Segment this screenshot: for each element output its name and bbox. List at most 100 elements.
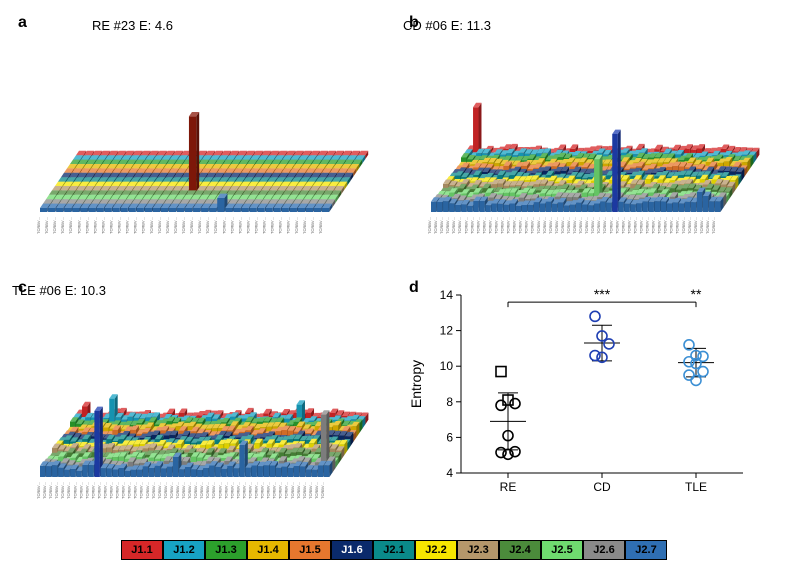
svg-text:TCRBV…: TCRBV… <box>614 216 619 234</box>
svg-text:TCRBV…: TCRBV… <box>133 216 138 234</box>
panel-c-title: TLE #06 E: 10.3 <box>12 283 106 298</box>
legend-swatch-J2-4: J2.4 <box>499 540 541 560</box>
svg-text:TCRBV…: TCRBV… <box>141 216 146 234</box>
svg-text:TCRBV…: TCRBV… <box>270 216 275 234</box>
svg-text:TCRBV…: TCRBV… <box>632 216 637 234</box>
svg-text:TCRBV…: TCRBV… <box>52 216 57 234</box>
svg-text:TCRBV…: TCRBV… <box>651 216 656 234</box>
svg-text:TCRBV…: TCRBV… <box>92 216 97 234</box>
svg-text:TCRBV…: TCRBV… <box>687 216 692 234</box>
chart3d-c: TCRBV…TCRBV…TCRBV…TCRBV…TCRBV…TCRBV…TCRB… <box>12 277 372 507</box>
legend-swatch-J1-3: J1.3 <box>205 540 247 560</box>
svg-text:TCRBV…: TCRBV… <box>596 216 601 234</box>
svg-text:TCRBV…: TCRBV… <box>675 216 680 234</box>
panel-b: b CD #06 E: 11.3 TCRBV…TCRBV…TCRBV…TCRBV… <box>403 12 776 269</box>
svg-text:TCRBV…: TCRBV… <box>84 216 89 234</box>
svg-text:TCRBV…: TCRBV… <box>44 216 49 234</box>
legend-swatch-J2-1: J2.1 <box>373 540 415 560</box>
svg-text:TCRBV…: TCRBV… <box>245 216 250 234</box>
svg-text:TCRBV…: TCRBV… <box>548 216 553 234</box>
svg-text:TCRBV…: TCRBV… <box>302 216 307 234</box>
panel-b-title: CD #06 E: 11.3 <box>403 18 491 33</box>
svg-text:TCRBV…: TCRBV… <box>439 216 444 234</box>
svg-text:TCRBV…: TCRBV… <box>530 216 535 234</box>
svg-text:TCRBV…: TCRBV… <box>518 216 523 234</box>
svg-text:TCRBV…: TCRBV… <box>157 216 162 234</box>
svg-text:TCRBV…: TCRBV… <box>500 216 505 234</box>
svg-text:TCRBV…: TCRBV… <box>560 216 565 234</box>
svg-text:TCRBV…: TCRBV… <box>638 216 643 234</box>
svg-text:TCRBV…: TCRBV… <box>237 216 242 234</box>
panel-d: d 468101214EntropyRECDTLE***** <box>403 277 776 534</box>
j-legend: J1.1J1.2J1.3J1.4J1.5J1.6J2.1J2.2J2.3J2.4… <box>12 540 776 560</box>
svg-text:TCRBV…: TCRBV… <box>205 216 210 234</box>
panel-c: c TLE #06 E: 10.3 TCRBV…TCRBV…TCRBV…TCRB… <box>12 277 385 534</box>
svg-text:TCRBV…: TCRBV… <box>100 216 105 234</box>
svg-text:TCRBV…: TCRBV… <box>229 216 234 234</box>
legend-swatch-J2-3: J2.3 <box>457 540 499 560</box>
svg-text:TCRBV…: TCRBV… <box>524 216 529 234</box>
svg-text:TCRBV…: TCRBV… <box>608 216 613 234</box>
svg-text:TCRBV…: TCRBV… <box>181 216 186 234</box>
svg-text:TCRBV…: TCRBV… <box>512 216 517 234</box>
svg-text:TCRBV…: TCRBV… <box>451 216 456 234</box>
svg-text:TCRBV…: TCRBV… <box>165 216 170 234</box>
svg-text:TCRBV…: TCRBV… <box>663 216 668 234</box>
panel-a-title: RE #23 E: 4.6 <box>92 18 173 33</box>
svg-text:TCRBV…: TCRBV… <box>693 216 698 234</box>
svg-text:TCRBV…: TCRBV… <box>578 216 583 234</box>
svg-text:TCRBV…: TCRBV… <box>278 216 283 234</box>
svg-text:TCRBV…: TCRBV… <box>457 216 462 234</box>
svg-text:TCRBV…: TCRBV… <box>149 216 154 234</box>
legend-swatch-J1-6: J1.6 <box>331 540 373 560</box>
svg-text:TCRBV…: TCRBV… <box>481 216 486 234</box>
svg-text:TCRBV…: TCRBV… <box>602 216 607 234</box>
svg-text:TCRBV…: TCRBV… <box>433 216 438 234</box>
scatter-d: 468101214EntropyRECDTLE***** <box>403 277 763 507</box>
svg-text:TCRBV…: TCRBV… <box>469 216 474 234</box>
svg-text:TCRBV…: TCRBV… <box>536 216 541 234</box>
svg-text:TCRBV…: TCRBV… <box>657 216 662 234</box>
svg-text:TCRBV…: TCRBV… <box>286 216 291 234</box>
svg-text:TCRBV…: TCRBV… <box>76 216 81 234</box>
svg-text:TCRBV…: TCRBV… <box>626 216 631 234</box>
svg-text:TCRBV…: TCRBV… <box>262 216 267 234</box>
legend-swatch-J1-5: J1.5 <box>289 540 331 560</box>
legend-swatch-J2-6: J2.6 <box>583 540 625 560</box>
svg-text:TCRBV…: TCRBV… <box>254 216 259 234</box>
svg-text:TCRBV…: TCRBV… <box>310 216 315 234</box>
svg-text:TCRBV…: TCRBV… <box>566 216 571 234</box>
panel-a-label: a <box>18 14 27 32</box>
svg-text:TCRBV…: TCRBV… <box>213 216 218 234</box>
svg-text:TCRBV…: TCRBV… <box>487 216 492 234</box>
svg-text:TCRBV…: TCRBV… <box>506 216 511 234</box>
svg-text:TCRBV…: TCRBV… <box>705 216 710 234</box>
panel-d-label: d <box>409 279 419 297</box>
svg-text:TCRBV…: TCRBV… <box>109 216 114 234</box>
svg-text:TCRBV…: TCRBV… <box>584 216 589 234</box>
figure-grid: a RE #23 E: 4.6 TCRBV…TCRBV…TCRBV…TCRBV…… <box>12 12 776 560</box>
svg-text:TCRBV…: TCRBV… <box>493 216 498 234</box>
svg-text:TCRBV…: TCRBV… <box>125 216 130 234</box>
legend-swatch-J1-4: J1.4 <box>247 540 289 560</box>
svg-text:TCRBV…: TCRBV… <box>173 216 178 234</box>
panel-a: a RE #23 E: 4.6 TCRBV…TCRBV…TCRBV…TCRBV…… <box>12 12 385 269</box>
legend-swatch-J2-2: J2.2 <box>415 540 457 560</box>
svg-text:TCRBV…: TCRBV… <box>117 216 122 234</box>
svg-text:TCRBV…: TCRBV… <box>68 216 73 234</box>
svg-text:TCRBV…: TCRBV… <box>711 216 716 234</box>
svg-text:TCRBV…: TCRBV… <box>542 216 547 234</box>
svg-text:TCRBV…: TCRBV… <box>427 216 432 234</box>
svg-text:TCRBV…: TCRBV… <box>590 216 595 234</box>
svg-text:TCRBV…: TCRBV… <box>475 216 480 234</box>
svg-text:TCRBV…: TCRBV… <box>294 216 299 234</box>
legend-swatch-J1-1: J1.1 <box>121 540 163 560</box>
legend-swatch-J1-2: J1.2 <box>163 540 205 560</box>
svg-text:TCRBV…: TCRBV… <box>669 216 674 234</box>
svg-text:TCRBV…: TCRBV… <box>699 216 704 234</box>
svg-text:TCRBV…: TCRBV… <box>221 216 226 234</box>
svg-text:TCRBV…: TCRBV… <box>463 216 468 234</box>
svg-text:TCRBV…: TCRBV… <box>645 216 650 234</box>
chart3d-a: TCRBV…TCRBV…TCRBV…TCRBV…TCRBV…TCRBV…TCRB… <box>12 12 372 242</box>
svg-text:TCRBV…: TCRBV… <box>197 216 202 234</box>
